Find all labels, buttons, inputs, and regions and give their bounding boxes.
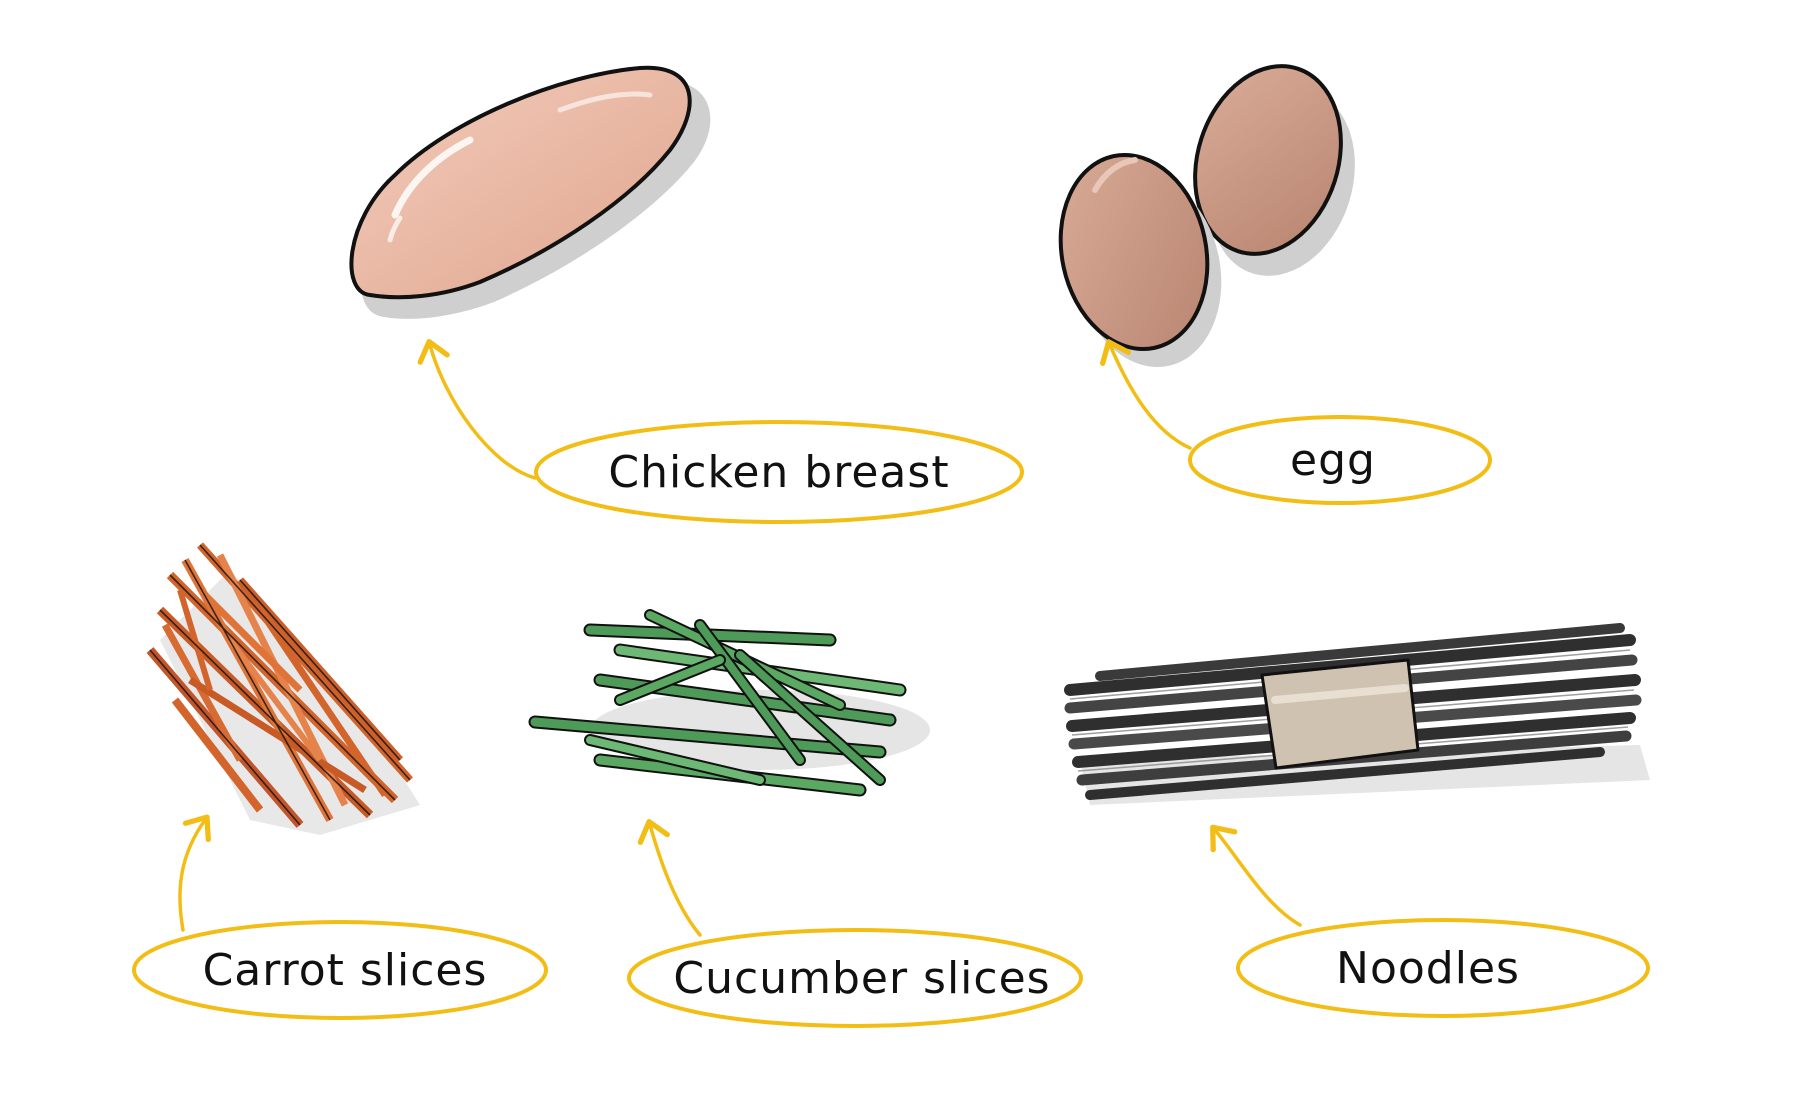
cucumber-slices-icon bbox=[528, 609, 930, 797]
label-noodles-text: Noodles bbox=[1336, 943, 1520, 994]
label-noodles: Noodles bbox=[1236, 918, 1650, 1018]
cucumber-arrow bbox=[637, 819, 702, 937]
noodles-icon bbox=[1064, 623, 1650, 805]
label-cucumber: Cucumber slices bbox=[627, 928, 1083, 1028]
label-chicken-text: Chicken breast bbox=[608, 447, 949, 498]
label-chicken: Chicken breast bbox=[534, 420, 1024, 524]
egg-arrow bbox=[1100, 339, 1192, 450]
chicken-breast-icon bbox=[349, 65, 711, 319]
label-carrot: Carrot slices bbox=[132, 920, 548, 1020]
label-cucumber-text: Cucumber slices bbox=[673, 953, 1050, 1004]
label-egg: egg bbox=[1188, 415, 1492, 505]
noodles-arrow bbox=[1210, 824, 1302, 927]
carrot-arrow bbox=[178, 814, 211, 932]
label-egg-text: egg bbox=[1290, 435, 1376, 486]
label-carrot-text: Carrot slices bbox=[203, 945, 488, 996]
egg-icon bbox=[1058, 64, 1355, 368]
carrot-slices-icon bbox=[146, 542, 420, 835]
chicken-arrow bbox=[417, 338, 537, 480]
